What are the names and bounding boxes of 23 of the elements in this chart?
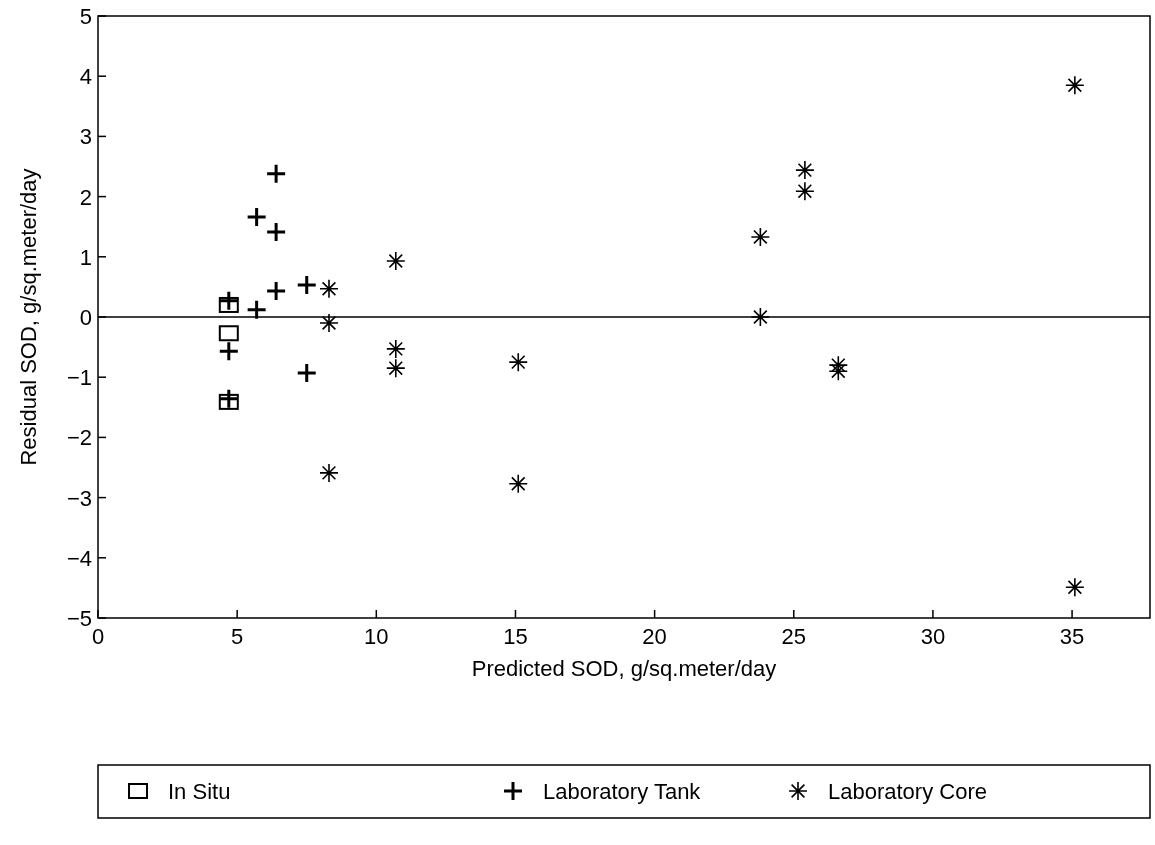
y-tick-label: −5 (66, 606, 92, 631)
x-tick-label: 25 (781, 624, 807, 649)
y-tick-label: 5 (79, 4, 92, 29)
y-tick-label: 1 (79, 244, 92, 270)
x-tick-label: 30 (920, 624, 946, 649)
y-tick-label: 2 (79, 184, 92, 210)
x-tick-label: 5 (231, 624, 244, 649)
y-tick-label: −1 (66, 365, 92, 391)
legend-label: Laboratory Tank (543, 779, 702, 804)
y-tick-label: −3 (66, 485, 92, 511)
x-tick-label: 15 (503, 624, 528, 649)
x-tick-label: 20 (642, 624, 667, 649)
x-tick-label: 35 (1059, 624, 1085, 649)
y-tick-label: 4 (79, 64, 92, 90)
legend-label: In Situ (168, 779, 231, 804)
y-tick-label: 0 (79, 305, 92, 330)
y-tick-label: 3 (79, 124, 92, 150)
y-tick-label: −2 (66, 425, 92, 451)
legend-label: Laboratory Core (828, 779, 987, 804)
x-axis-title: Predicted SOD, g/sq.meter/day (471, 656, 777, 681)
y-axis-title: Residual SOD, g/sq.meter/day (16, 168, 41, 466)
y-tick-label: −4 (66, 545, 92, 571)
x-tick-label: 10 (364, 624, 389, 649)
